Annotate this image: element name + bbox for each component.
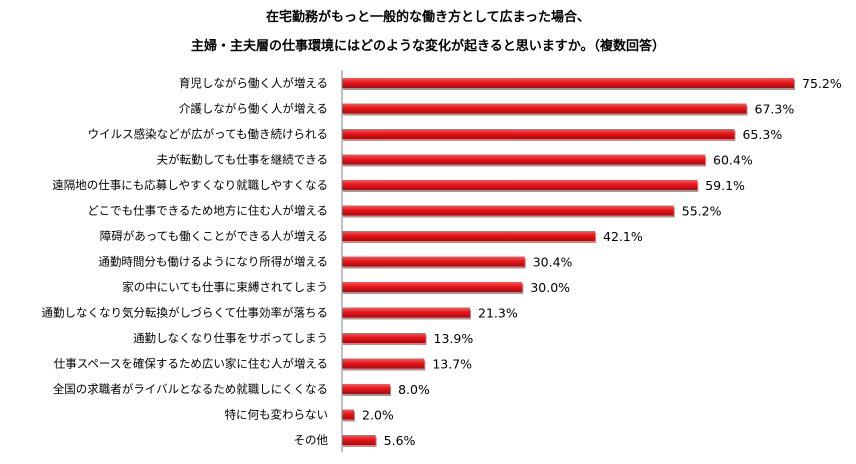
category-label: 介護しながら働く人が増える <box>179 102 328 116</box>
category-label: 育児しながら働く人が増える <box>179 76 328 90</box>
value-label: 67.3% <box>755 102 795 117</box>
category-label: 家の中にいても仕事に束縛されてしまう <box>122 280 328 294</box>
chart-title-line-1: 在宅勤務がもっと一般的な働き方として広まった場合、 <box>265 10 591 25</box>
value-label: 60.4% <box>713 153 753 168</box>
value-label: 2.0% <box>362 408 394 423</box>
category-label: 夫が転勤しても仕事を継続できる <box>157 153 328 167</box>
value-label: 5.6% <box>384 433 416 448</box>
bar <box>342 307 471 318</box>
category-label: ウイルス感染などが広がっても働き続けられる <box>88 127 328 141</box>
bar <box>342 409 355 420</box>
value-label: 13.9% <box>434 331 474 346</box>
value-label: 30.4% <box>533 255 573 270</box>
value-label: 65.3% <box>742 127 782 142</box>
category-label: 通勤しなくなり気分転換がしづらくて仕事効率が落ちる <box>42 306 328 320</box>
category-label: 障碍があっても働くことができる人が増える <box>100 229 328 243</box>
bar <box>342 129 735 139</box>
bar <box>342 231 596 241</box>
value-label: 21.3% <box>478 306 518 321</box>
category-label: 通勤しなくなり仕事をサボってしまう <box>133 331 328 345</box>
bar <box>342 103 747 114</box>
value-label: 13.7% <box>432 357 472 372</box>
category-label: 仕事スペースを確保するため広い家に住む人が増える <box>54 357 328 371</box>
value-label: 8.0% <box>398 382 430 397</box>
category-label: 遠隔地の仕事にも応募しやすくなり就職しやすくなる <box>52 178 328 192</box>
chart-title-line-2: 主婦・主夫層の仕事環境にはどのような変化が起きると思いますか。（複数回答） <box>191 39 665 54</box>
bar <box>342 256 525 267</box>
value-label: 59.1% <box>705 178 745 193</box>
bar <box>342 78 794 88</box>
bar <box>342 358 425 369</box>
category-label: 全国の求職者がライバルとなるため就職しにくくなる <box>53 382 328 396</box>
value-label: 75.2% <box>802 76 842 91</box>
bar <box>342 154 706 165</box>
value-label: 30.0% <box>530 280 570 295</box>
value-label: 42.1% <box>603 229 643 244</box>
category-label: 通勤時間分も働けるようになり所得が増える <box>98 255 328 269</box>
category-label: その他 <box>294 433 329 447</box>
bar <box>342 333 426 343</box>
bar <box>342 205 674 216</box>
category-label: どこでも仕事できるため地方に住む人が増える <box>87 204 328 218</box>
bar <box>342 435 376 445</box>
category-label: 特に何も変わらない <box>225 408 329 422</box>
value-label: 55.2% <box>682 204 722 219</box>
bar <box>342 282 523 292</box>
bar <box>342 180 698 190</box>
bar <box>342 384 391 394</box>
